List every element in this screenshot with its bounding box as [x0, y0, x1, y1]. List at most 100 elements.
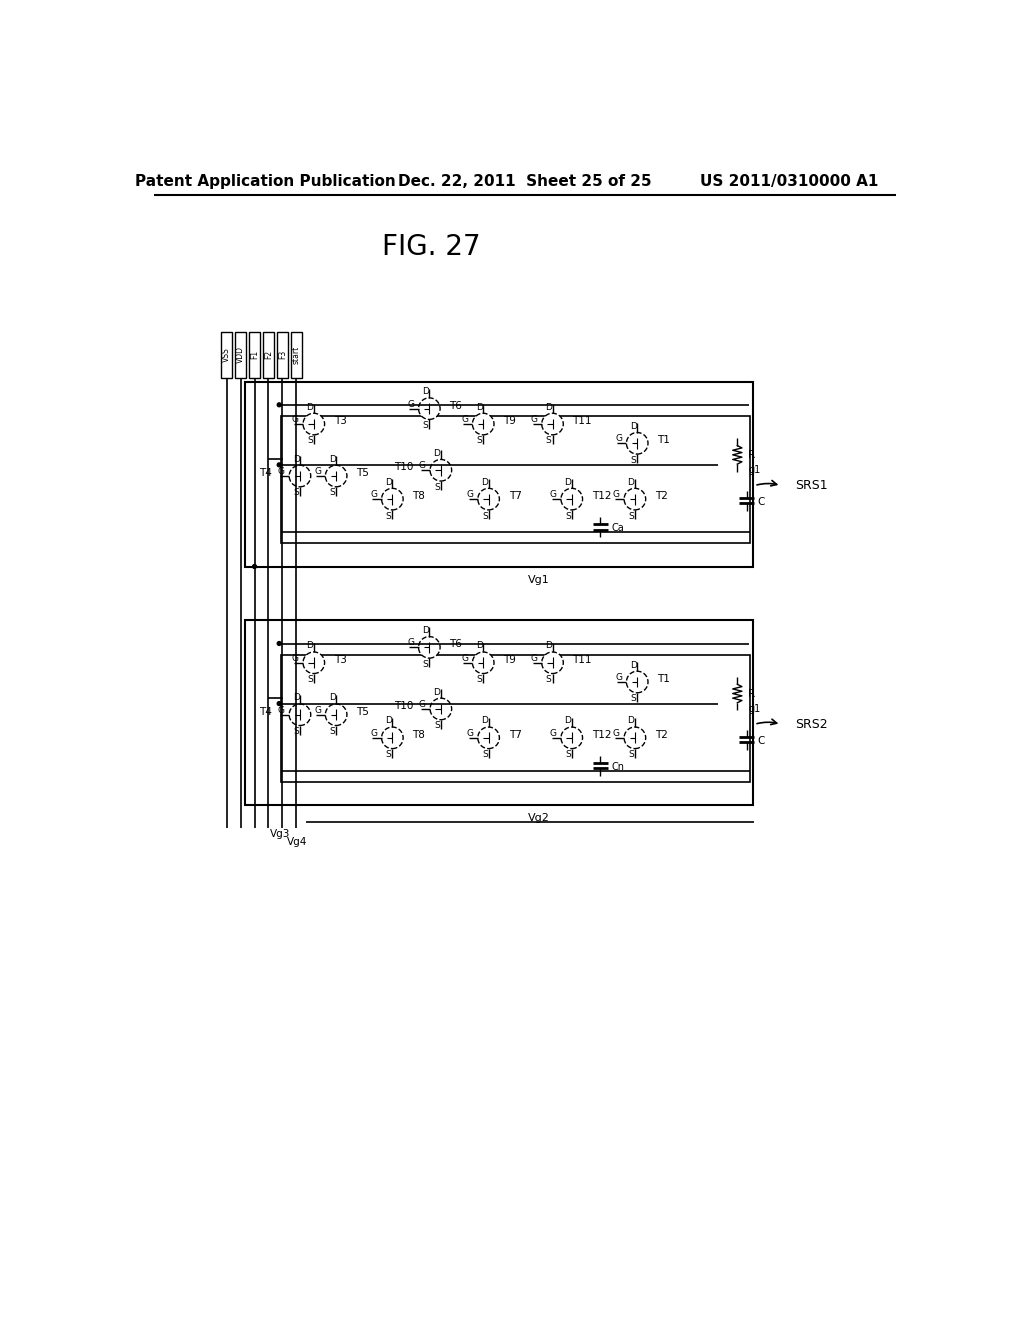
Circle shape: [478, 727, 500, 748]
Text: S: S: [434, 483, 440, 491]
Text: S: S: [386, 512, 391, 520]
Circle shape: [561, 727, 583, 748]
Text: D: D: [385, 717, 392, 726]
Text: T1: T1: [657, 675, 670, 684]
Text: T2: T2: [655, 491, 668, 502]
Text: G: G: [467, 729, 474, 738]
Text: Vg1: Vg1: [527, 574, 550, 585]
Circle shape: [382, 488, 403, 510]
Text: S: S: [546, 437, 552, 445]
Circle shape: [625, 727, 646, 748]
Text: D: D: [433, 449, 440, 458]
Bar: [249, 331, 260, 378]
Text: D: D: [306, 642, 313, 651]
Bar: [221, 331, 232, 378]
Text: G: G: [371, 729, 378, 738]
Text: g1: g1: [749, 704, 761, 714]
Text: Ca: Ca: [611, 523, 624, 533]
Circle shape: [561, 488, 583, 510]
Text: T11: T11: [572, 416, 592, 426]
Text: T1: T1: [657, 436, 670, 445]
Text: T10: T10: [394, 462, 413, 473]
Text: G: G: [461, 653, 468, 663]
Text: D: D: [329, 454, 336, 463]
Text: S: S: [423, 421, 428, 430]
Text: Cn: Cn: [611, 762, 624, 772]
Text: S: S: [330, 727, 335, 737]
Text: G: G: [408, 400, 415, 408]
Circle shape: [430, 698, 452, 719]
Text: S: S: [293, 727, 299, 737]
Text: G: G: [278, 467, 285, 477]
Circle shape: [326, 465, 347, 487]
Text: R: R: [749, 450, 756, 459]
Bar: [245, 620, 753, 805]
Text: T11: T11: [572, 655, 592, 665]
Bar: [263, 331, 273, 378]
Text: G: G: [613, 490, 620, 499]
Text: G: G: [550, 729, 557, 738]
Text: G: G: [615, 673, 623, 682]
Text: S: S: [628, 750, 634, 759]
Text: S: S: [434, 722, 440, 730]
Text: S: S: [330, 488, 335, 498]
Text: G: G: [613, 729, 620, 738]
Circle shape: [627, 671, 648, 693]
Text: D: D: [481, 478, 488, 487]
Text: T4: T4: [259, 469, 272, 478]
Text: S: S: [565, 750, 570, 759]
Text: start: start: [292, 346, 301, 364]
Text: G: G: [419, 700, 426, 709]
Circle shape: [472, 413, 494, 434]
Text: D: D: [306, 403, 313, 412]
Circle shape: [278, 403, 282, 407]
Text: Vg3: Vg3: [269, 829, 290, 838]
Text: S: S: [476, 437, 482, 445]
Text: Patent Application Publication: Patent Application Publication: [135, 174, 395, 189]
Text: S: S: [631, 694, 636, 704]
Text: D: D: [293, 693, 300, 702]
Text: T2: T2: [655, 730, 668, 739]
Circle shape: [472, 652, 494, 673]
Text: G: G: [371, 490, 378, 499]
Circle shape: [419, 397, 440, 420]
Circle shape: [542, 413, 563, 434]
Circle shape: [289, 704, 310, 726]
Text: S: S: [482, 750, 487, 759]
Text: VSS: VSS: [222, 347, 231, 362]
Text: D: D: [564, 717, 571, 726]
Circle shape: [542, 652, 563, 673]
Circle shape: [278, 642, 282, 645]
Text: G: G: [461, 414, 468, 424]
Text: F2: F2: [264, 350, 272, 359]
Circle shape: [303, 413, 325, 434]
Text: Vg4: Vg4: [287, 837, 307, 847]
Circle shape: [253, 565, 256, 569]
Text: FIG. 27: FIG. 27: [382, 232, 480, 261]
Text: G: G: [314, 467, 322, 477]
Text: S: S: [482, 512, 487, 520]
Text: D: D: [476, 642, 482, 651]
Circle shape: [382, 727, 403, 748]
Text: US 2011/0310000 A1: US 2011/0310000 A1: [699, 174, 879, 189]
Text: SRS2: SRS2: [795, 718, 827, 731]
Text: D: D: [545, 642, 552, 651]
Text: R: R: [749, 689, 756, 698]
Text: D: D: [630, 660, 637, 669]
Text: S: S: [307, 437, 313, 445]
Bar: [236, 331, 246, 378]
Text: T12: T12: [592, 730, 611, 739]
Text: T8: T8: [413, 491, 425, 502]
Text: T9: T9: [503, 416, 516, 426]
Text: T8: T8: [413, 730, 425, 739]
Text: G: G: [550, 490, 557, 499]
Text: G: G: [314, 706, 322, 714]
Text: D: D: [564, 478, 571, 487]
Text: G: G: [615, 434, 623, 444]
Circle shape: [627, 433, 648, 454]
Circle shape: [625, 488, 646, 510]
Bar: [276, 331, 288, 378]
Bar: [281, 416, 751, 544]
Text: T5: T5: [356, 469, 369, 478]
Text: T5: T5: [356, 706, 369, 717]
